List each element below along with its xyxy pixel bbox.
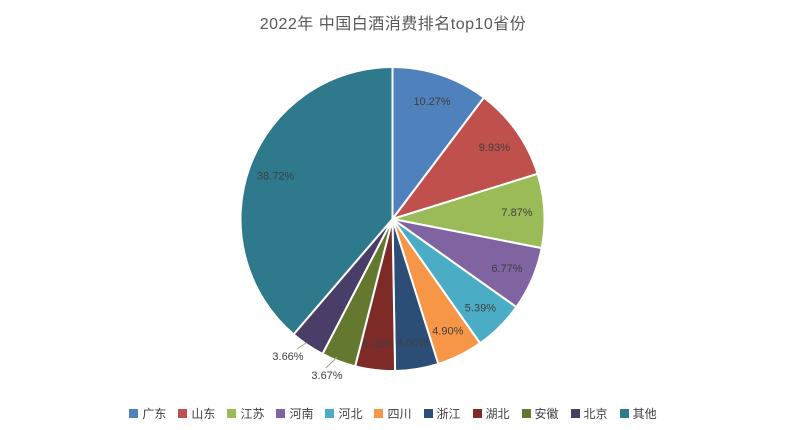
legend-label-7: 湖北 <box>485 407 510 421</box>
legend-label-10: 其他 <box>632 407 657 421</box>
legend-swatch-2 <box>227 409 237 418</box>
legend-swatch-5 <box>374 409 384 418</box>
slice-label-1: 9.93% <box>479 142 510 154</box>
legend-label-4: 河北 <box>338 407 363 421</box>
slice-label-outside-9: 3.66% <box>272 351 303 363</box>
legend-swatch-3 <box>276 409 286 418</box>
legend-label-8: 安徽 <box>534 407 559 421</box>
legend-item-8: 安徽 <box>521 405 559 422</box>
legend-label-3: 河南 <box>289 407 314 421</box>
slice-label-10: 38.72% <box>257 171 295 183</box>
legend-swatch-6 <box>423 409 433 418</box>
legend-label-1: 山东 <box>191 407 216 421</box>
legend-item-6: 浙江 <box>423 405 461 422</box>
legend-swatch-1 <box>178 409 188 418</box>
legend-swatch-9 <box>570 409 580 418</box>
legend-item-7: 湖北 <box>472 405 510 422</box>
label-leader-line-9 <box>296 342 307 350</box>
slice-label-outside-8: 3.67% <box>311 370 342 382</box>
slice-label-6: 4.60% <box>397 337 428 349</box>
legend-label-0: 广东 <box>142 407 167 421</box>
pie-slice-0 <box>391 66 485 220</box>
slice-label-5: 4.90% <box>432 326 463 338</box>
slice-label-0: 10.27% <box>413 96 451 108</box>
pie-slice-1 <box>391 96 539 220</box>
legend-swatch-7 <box>472 409 482 418</box>
legend-item-9: 北京 <box>570 405 608 422</box>
legend-label-5: 四川 <box>387 407 412 421</box>
legend-label-9: 北京 <box>583 407 608 421</box>
slice-label-7: 4.22% <box>362 338 393 350</box>
legend: 广东 山东 江苏 河南 河北 四川 浙江 湖北 安徽 北京 其他 <box>0 405 786 422</box>
legend-item-10: 其他 <box>619 405 657 422</box>
legend-item-2: 江苏 <box>227 405 264 422</box>
legend-item-4: 河北 <box>325 405 362 422</box>
legend-swatch-4 <box>325 409 335 418</box>
legend-item-0: 广东 <box>129 405 166 422</box>
pie-slice-10 <box>239 66 394 336</box>
legend-swatch-8 <box>521 409 531 418</box>
legend-item-5: 四川 <box>374 405 412 422</box>
label-leader-line-8 <box>325 356 338 369</box>
slice-label-2: 7.87% <box>501 207 532 219</box>
legend-swatch-0 <box>129 409 139 418</box>
chart-title: 2022年 中国白酒消费排名top10省份 <box>259 16 527 33</box>
slice-label-4: 5.39% <box>465 302 496 314</box>
legend-swatch-10 <box>619 409 629 418</box>
legend-label-2: 江苏 <box>240 407 265 421</box>
legend-item-1: 山东 <box>178 405 215 422</box>
legend-label-6: 浙江 <box>436 407 461 421</box>
legend-item-3: 河南 <box>276 405 313 422</box>
slice-label-3: 6.77% <box>491 263 522 275</box>
